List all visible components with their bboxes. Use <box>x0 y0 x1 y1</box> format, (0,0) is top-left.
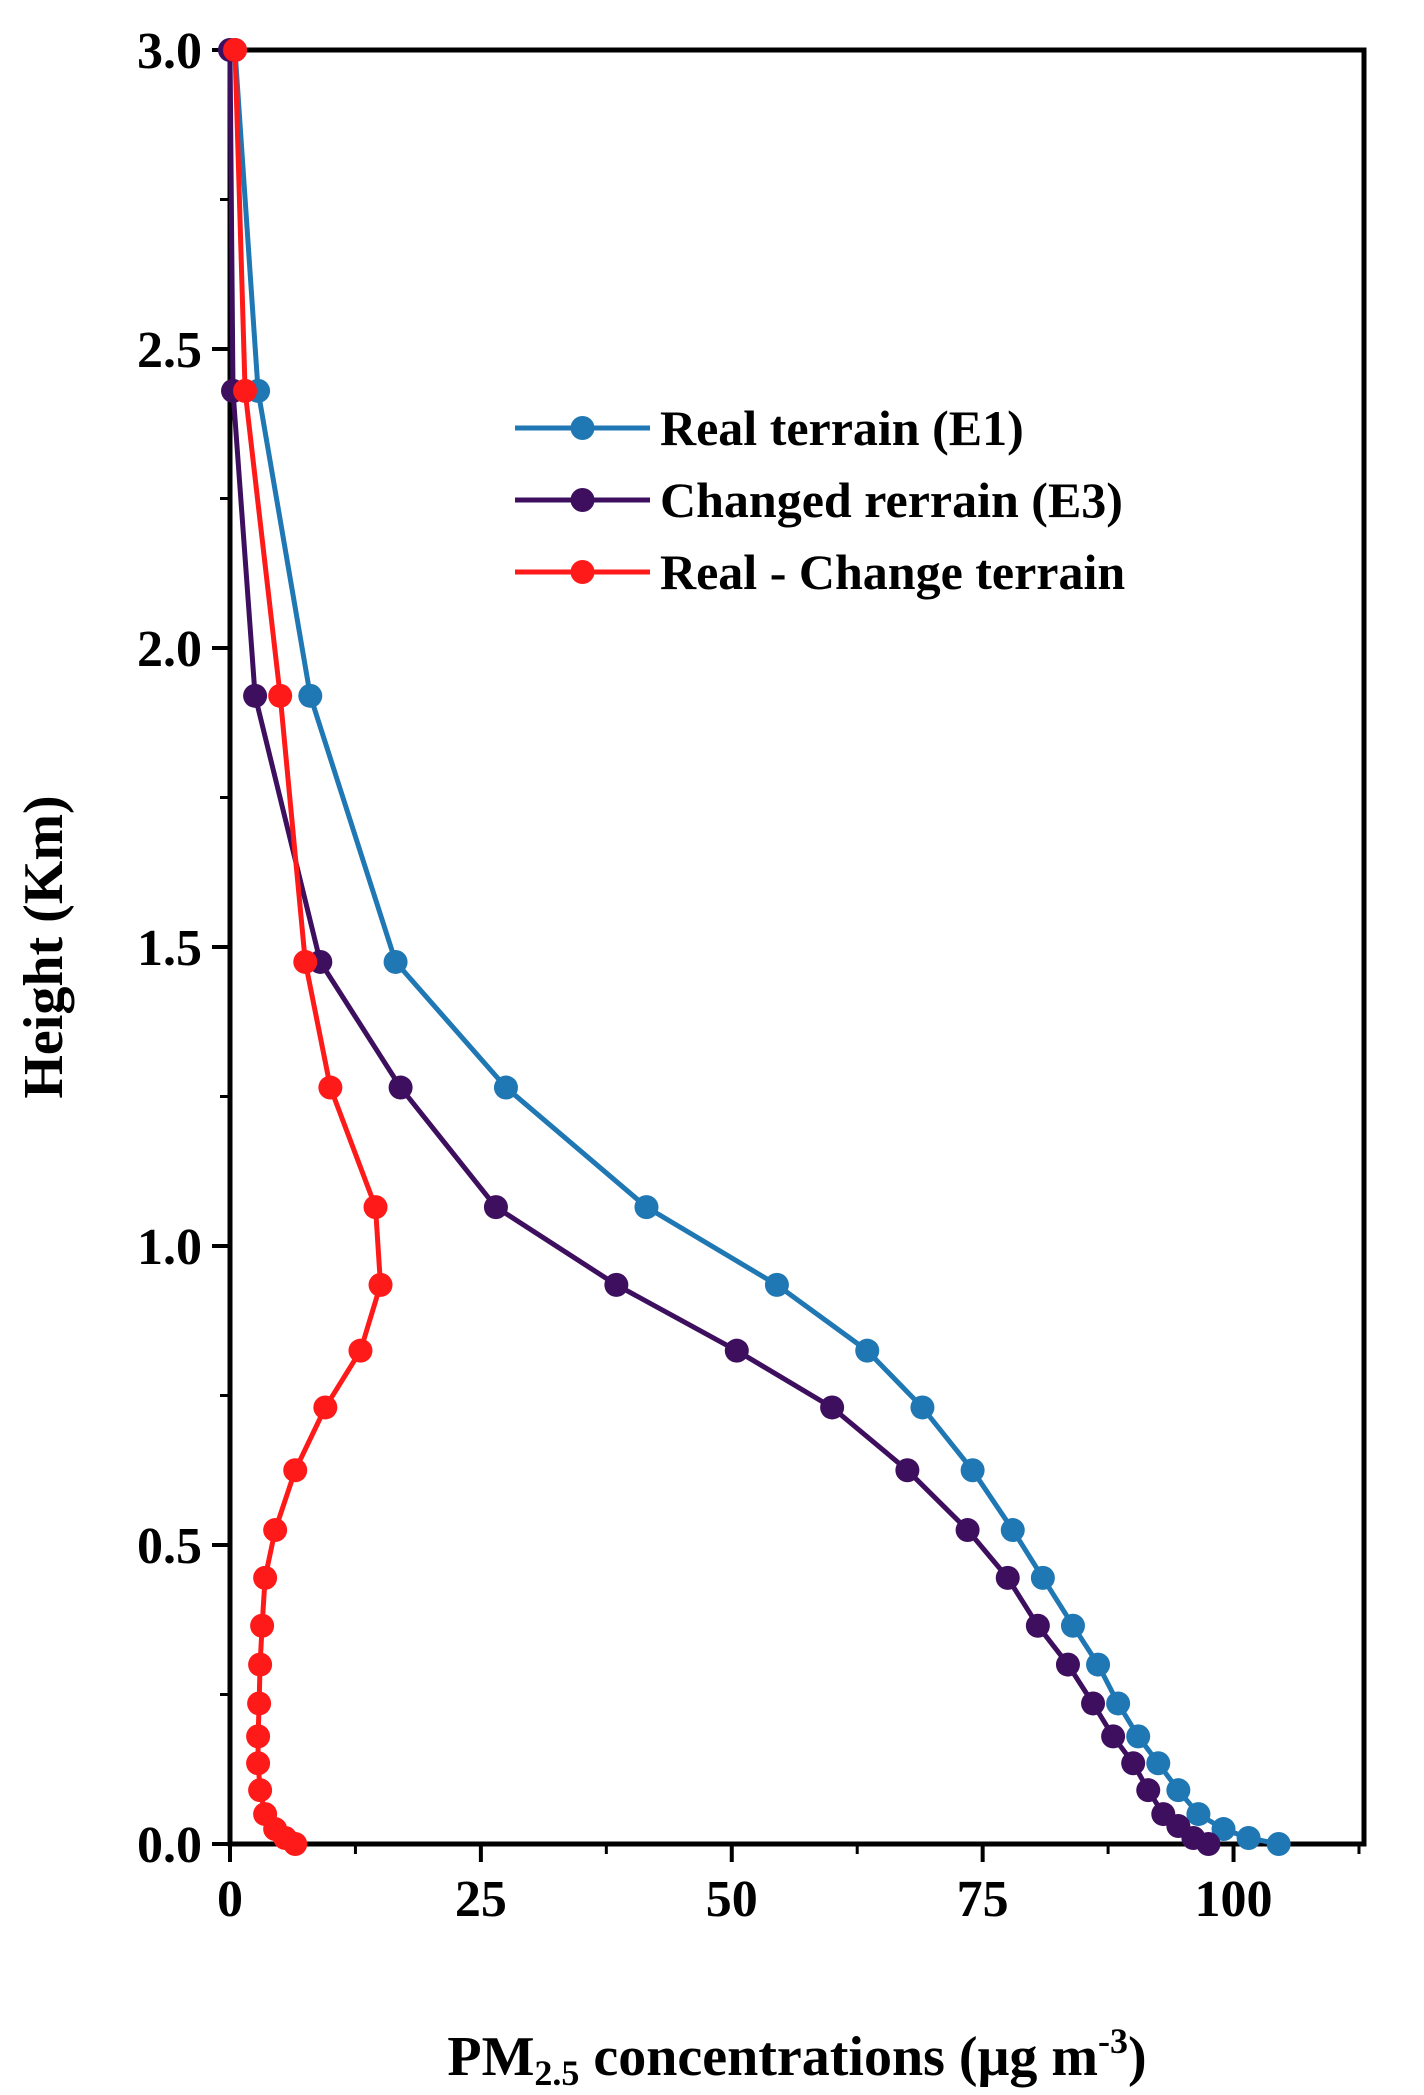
x-axis-title-rest: concentrations (μg m <box>579 2026 1098 2088</box>
data-point <box>283 1458 308 1483</box>
y-tick-label: 2.5 <box>137 322 202 379</box>
legend-label: Real terrain (E1) <box>660 400 1024 456</box>
legend-item: Changed rerrain (E3) <box>515 472 1123 528</box>
data-point <box>1086 1652 1111 1677</box>
x-axis-title-superscript: -3 <box>1098 2021 1128 2061</box>
legend-item: Real - Change terrain <box>515 544 1125 600</box>
data-point <box>298 683 323 708</box>
data-point <box>246 1751 271 1776</box>
data-point <box>1060 1613 1085 1638</box>
data-point <box>263 1518 288 1543</box>
legend-marker <box>570 416 595 440</box>
data-point <box>1186 1802 1211 1827</box>
legend-item: Real terrain (E1) <box>515 400 1024 456</box>
series-1 <box>223 38 1291 1856</box>
data-point <box>388 1075 413 1100</box>
y-tick-label: 0.0 <box>137 1817 202 1874</box>
series-line <box>227 49 1210 1847</box>
data-point <box>1106 1691 1131 1716</box>
data-point <box>1081 1691 1106 1716</box>
series-line <box>232 49 1280 1847</box>
data-point <box>910 1395 935 1420</box>
data-point <box>1030 1565 1055 1590</box>
data-point <box>233 378 258 403</box>
data-point <box>1236 1826 1261 1851</box>
x-axis-title-close: ) <box>1128 2026 1147 2088</box>
data-point <box>955 1518 980 1543</box>
y-tick-label: 0.5 <box>137 1518 202 1575</box>
data-point <box>1136 1778 1161 1803</box>
data-point <box>483 1195 508 1220</box>
data-point <box>764 1272 789 1297</box>
data-point <box>348 1338 373 1363</box>
data-point <box>1266 1832 1291 1856</box>
data-point <box>246 1724 271 1749</box>
data-point <box>724 1338 749 1363</box>
data-point <box>1025 1613 1050 1638</box>
data-point <box>1121 1751 1146 1776</box>
data-point <box>243 683 268 708</box>
data-point <box>1055 1652 1080 1677</box>
data-point <box>313 1395 338 1420</box>
y-axis-title: Height (Km) <box>13 795 75 1098</box>
data-point <box>1211 1817 1236 1842</box>
ticks-layer: 0 25 50 75 100 0.0 0.5 1.0 1.5 2.0 2.5 3.0 <box>137 23 1361 1928</box>
data-point <box>248 1778 273 1803</box>
data-point <box>960 1458 985 1483</box>
y-tick-label: 3.0 <box>137 23 202 80</box>
legend: Real terrain (E1) Changed rerrain (E3) Rea… <box>515 400 1125 600</box>
data-point <box>1151 1802 1176 1827</box>
data-point <box>1000 1518 1025 1543</box>
legend-marker <box>570 560 595 584</box>
data-point <box>250 1613 275 1638</box>
data-point <box>248 1652 273 1677</box>
x-axis-title: PM2.5 concentrations (μg m-3) <box>447 2021 1146 2093</box>
data-point <box>247 1691 272 1716</box>
series-line <box>232 49 383 1847</box>
y-tick-label: 1.0 <box>137 1219 202 1276</box>
data-point <box>253 1565 278 1590</box>
data-point <box>368 1272 393 1297</box>
x-axis-title-main: PM <box>447 2026 534 2088</box>
series-2 <box>218 38 1221 1856</box>
data-point <box>318 1075 343 1100</box>
data-point <box>253 1802 278 1827</box>
y-tick-label: 2.0 <box>137 621 202 678</box>
data-point <box>223 38 248 62</box>
x-tick-label: 25 <box>455 1871 507 1928</box>
x-tick-label: 0 <box>217 1871 243 1928</box>
legend-label: Real - Change terrain <box>660 544 1125 600</box>
y-tick-label: 1.5 <box>137 920 202 977</box>
data-point <box>493 1075 518 1100</box>
legend-marker <box>570 488 595 512</box>
data-point <box>1101 1724 1126 1749</box>
data-point <box>363 1195 388 1220</box>
data-point <box>383 949 408 974</box>
data-point <box>604 1272 629 1297</box>
data-point <box>293 949 318 974</box>
series-layer <box>218 38 1291 1856</box>
data-point <box>268 683 293 708</box>
series-3 <box>223 38 393 1856</box>
data-point <box>855 1338 880 1363</box>
data-point <box>1146 1751 1171 1776</box>
plot-frame <box>227 47 1367 1847</box>
x-tick-label: 50 <box>706 1871 758 1928</box>
data-point <box>895 1458 920 1483</box>
data-point <box>995 1565 1020 1590</box>
x-tick-label: 75 <box>957 1871 1009 1928</box>
data-point <box>634 1195 659 1220</box>
data-point <box>1126 1724 1151 1749</box>
data-point <box>1166 1778 1191 1803</box>
x-tick-label: 100 <box>1195 1871 1273 1928</box>
x-axis-title-subscript: 2.5 <box>534 2053 579 2093</box>
data-point <box>820 1395 845 1420</box>
legend-label: Changed rerrain (E3) <box>660 472 1123 528</box>
